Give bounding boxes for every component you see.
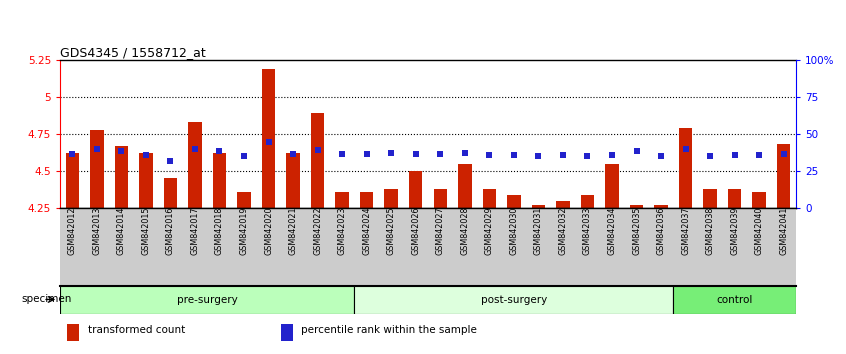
Point: [507, 152, 520, 158]
Bar: [310, 113, 324, 208]
Bar: [654, 205, 667, 208]
Bar: [65, 153, 79, 208]
Point: [654, 153, 667, 159]
Bar: [354, 286, 673, 314]
Bar: [68, 324, 80, 341]
Bar: [605, 164, 618, 208]
Bar: [580, 195, 594, 208]
Point: [212, 149, 226, 154]
Bar: [409, 171, 422, 208]
Bar: [60, 286, 354, 314]
Text: GDS4345 / 1558712_at: GDS4345 / 1558712_at: [60, 46, 206, 59]
Bar: [482, 189, 496, 208]
Point: [703, 153, 717, 159]
Text: transformed count: transformed count: [88, 325, 185, 336]
Text: post-surgery: post-surgery: [481, 295, 547, 305]
Point: [728, 152, 741, 158]
Point: [261, 139, 275, 145]
Bar: [556, 201, 569, 208]
Point: [433, 151, 447, 156]
Bar: [237, 192, 250, 208]
Bar: [139, 153, 152, 208]
Text: control: control: [717, 295, 753, 305]
Point: [114, 149, 128, 154]
Text: percentile rank within the sample: percentile rank within the sample: [301, 325, 477, 336]
Point: [605, 152, 618, 158]
Bar: [703, 189, 717, 208]
Text: specimen: specimen: [21, 293, 71, 304]
Point: [188, 146, 201, 152]
Bar: [673, 286, 796, 314]
Point: [752, 152, 766, 158]
Bar: [360, 192, 373, 208]
Bar: [335, 192, 349, 208]
Point: [777, 151, 790, 156]
Bar: [629, 205, 643, 208]
Point: [310, 147, 324, 152]
Point: [458, 150, 471, 156]
Bar: [90, 130, 103, 208]
Bar: [728, 189, 741, 208]
Point: [335, 151, 349, 156]
Bar: [507, 195, 520, 208]
Bar: [752, 192, 766, 208]
Point: [580, 153, 594, 159]
Bar: [433, 189, 447, 208]
Point: [65, 151, 79, 156]
Point: [531, 153, 545, 159]
Bar: [531, 205, 545, 208]
Text: pre-surgery: pre-surgery: [177, 295, 238, 305]
Bar: [188, 122, 201, 208]
Bar: [678, 128, 692, 208]
Point: [678, 146, 692, 152]
Point: [629, 149, 643, 154]
Bar: [212, 153, 226, 208]
Bar: [163, 178, 177, 208]
Point: [286, 151, 299, 156]
Point: [482, 152, 496, 158]
Bar: [384, 189, 398, 208]
Point: [360, 151, 373, 156]
Bar: [114, 146, 128, 208]
Point: [237, 153, 250, 159]
Bar: [281, 324, 293, 341]
Bar: [261, 69, 275, 208]
Point: [139, 152, 152, 158]
Point: [384, 150, 398, 156]
Bar: [458, 164, 471, 208]
Point: [163, 158, 177, 164]
Bar: [286, 153, 299, 208]
Point: [409, 151, 422, 156]
Point: [90, 146, 103, 152]
Bar: [777, 144, 790, 208]
Point: [556, 152, 569, 158]
